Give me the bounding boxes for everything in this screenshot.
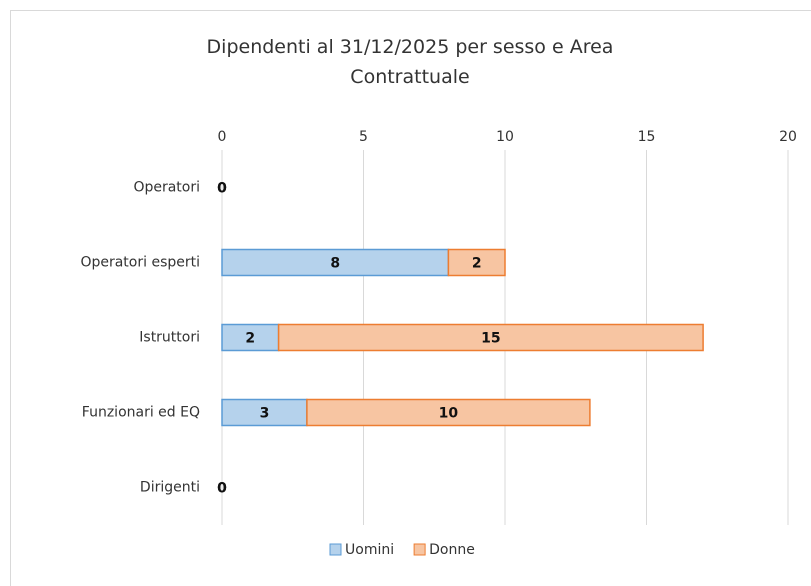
y-tick-label: Funzionari ed EQ — [82, 405, 200, 421]
y-tick-label: Istruttori — [139, 330, 200, 346]
bar — [221, 323, 280, 352]
y-tick-label: Operatori — [133, 180, 200, 196]
chart-border — [10, 10, 811, 586]
legend-swatch — [329, 543, 342, 556]
legend-label: Donne — [429, 542, 475, 558]
y-tick-label: Dirigenti — [140, 480, 200, 496]
x-tick-label: 0 — [218, 129, 227, 145]
x-tick-label: 10 — [496, 129, 514, 145]
chart-title: Dipendenti al 31/12/2025 per sesso e Are… — [206, 36, 614, 88]
legend-label: Uomini — [345, 542, 394, 558]
bar — [306, 398, 591, 427]
x-tick-label: 5 — [359, 129, 368, 145]
data-label: 0 — [217, 181, 227, 197]
bar — [277, 323, 704, 352]
data-label: 2 — [245, 331, 255, 347]
data-label: 0 — [217, 481, 227, 497]
data-label: 10 — [439, 406, 459, 422]
data-label: 0 — [217, 181, 227, 197]
bar — [447, 248, 506, 277]
bar — [221, 248, 450, 277]
data-label: 15 — [481, 331, 500, 347]
data-label: 0 — [217, 481, 227, 497]
data-label: 3 — [260, 406, 270, 422]
data-label: 2 — [472, 256, 482, 272]
y-tick-label: Operatori esperti — [80, 255, 200, 271]
legend-swatch — [413, 543, 426, 556]
x-tick-label: 20 — [779, 129, 797, 145]
x-tick-label: 15 — [638, 129, 656, 145]
data-label: 8 — [330, 256, 340, 272]
